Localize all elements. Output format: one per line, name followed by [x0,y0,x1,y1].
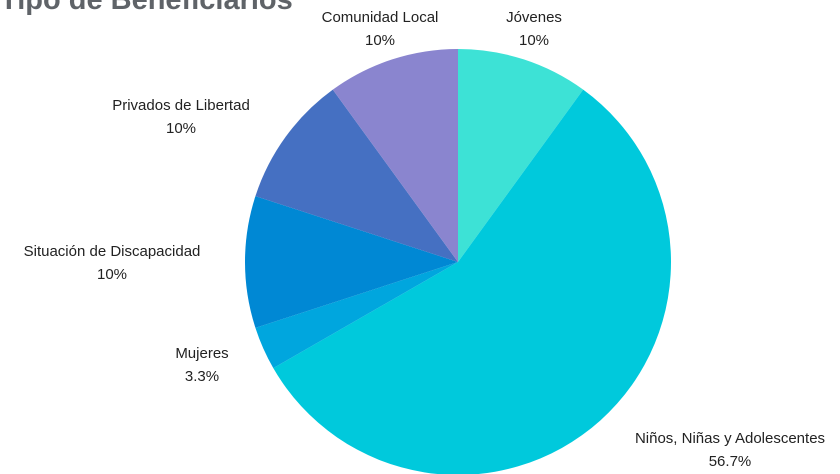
slice-percent-label: 56.7% [709,453,752,470]
slice-label: Situación de Discapacidad [24,243,201,260]
slice-label: Comunidad Local [322,9,439,26]
slice-percent-label: 3.3% [185,368,219,385]
slice-percent-label: 10% [365,32,395,49]
pie-slice[interactable] [332,49,458,262]
slice-percent-label: 10% [519,32,549,49]
pie-slice[interactable] [273,89,671,474]
slice-label: Jóvenes [506,9,562,26]
pie-slice[interactable] [458,49,584,262]
slice-label: Niños, Niñas y Adolescentes [635,430,825,447]
slice-label: Privados de Libertad [112,97,250,114]
pie-slice[interactable] [255,262,458,369]
pie-slice[interactable] [244,196,458,328]
pie-slice[interactable] [255,89,458,263]
slice-percent-label: 10% [97,266,127,283]
slice-label: Mujeres [175,345,228,362]
slice-percent-label: 10% [166,120,196,137]
chart-title: Tipo de Beneficiarios [0,0,293,16]
